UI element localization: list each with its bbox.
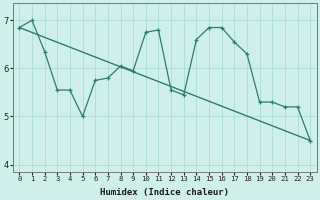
- X-axis label: Humidex (Indice chaleur): Humidex (Indice chaleur): [100, 188, 229, 197]
